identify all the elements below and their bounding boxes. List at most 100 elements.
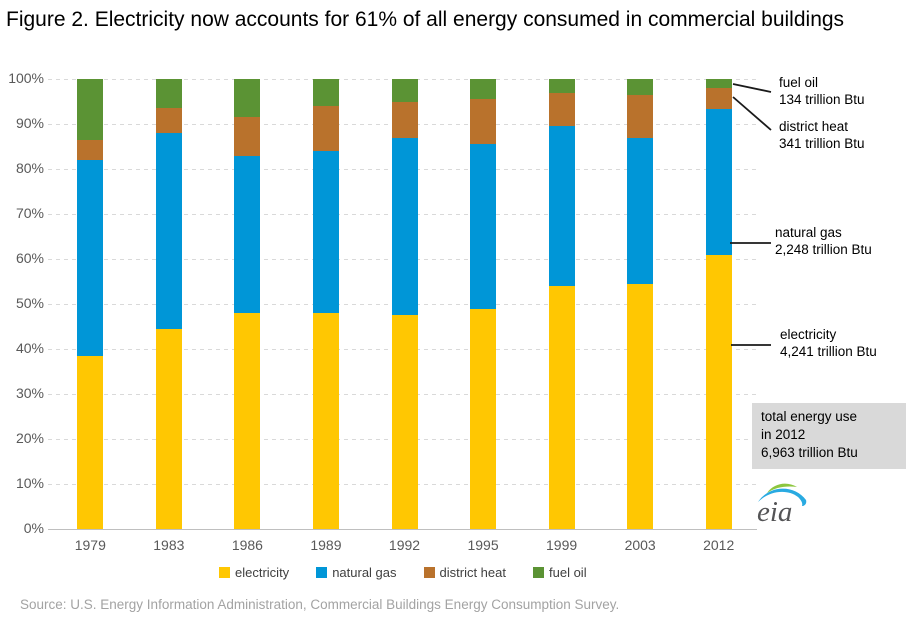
bar-segment-natural-gas-1989 xyxy=(312,151,339,313)
y-tick-label-70%: 70% xyxy=(15,205,44,221)
bar-segment-electricity-2003 xyxy=(627,283,654,529)
annotation-district-heat-value: 341 trillion Btu xyxy=(779,136,865,151)
x-tick-label-1992: 1992 xyxy=(388,537,421,553)
bar-segment-electricity-1986 xyxy=(234,313,261,529)
stacked-bar-1979 xyxy=(77,79,104,529)
annotation-electricity-label: electricity xyxy=(780,327,837,342)
y-tick-label-80%: 80% xyxy=(15,160,44,176)
bar-segment-electricity-2012 xyxy=(705,254,732,529)
annotation-district-heat-label: district heat xyxy=(779,119,849,134)
bar-segment-natural-gas-1983 xyxy=(155,133,182,329)
x-tick-label-1986: 1986 xyxy=(231,537,263,553)
annotation-electricity: electricity 4,241 trillion Btu xyxy=(780,326,877,360)
y-tick-label-30%: 30% xyxy=(15,385,44,401)
x-tick-label-1979: 1979 xyxy=(74,537,106,553)
legend-label-natural-gas: natural gas xyxy=(332,565,397,580)
bar-segment-district-heat-1995 xyxy=(470,99,497,145)
legend-item-natural-gas: natural gas xyxy=(316,565,397,580)
bar-segment-district-heat-1999 xyxy=(548,92,575,127)
bar-segment-fuel-oil-1989 xyxy=(312,79,339,106)
stacked-bar-1983 xyxy=(155,79,182,529)
bar-segment-electricity-1979 xyxy=(77,355,104,529)
y-tick-label-20%: 20% xyxy=(15,430,44,446)
note-line-2: in 2012 xyxy=(761,427,806,442)
y-tick-label-10%: 10% xyxy=(15,475,44,491)
bar-segment-natural-gas-1992 xyxy=(391,137,418,316)
bar-segment-fuel-oil-1979 xyxy=(77,79,104,140)
chart-legend: electricity natural gas district heat fuel … xyxy=(219,565,587,580)
annotation-fuel-oil-label: fuel oil xyxy=(779,75,819,90)
annotation-natural-gas: natural gas 2,248 trillion Btu xyxy=(775,224,872,258)
x-tick-label-1983: 1983 xyxy=(153,537,185,553)
x-tick-label-1999: 1999 xyxy=(546,537,578,553)
bar-segment-district-heat-2003 xyxy=(627,94,654,138)
bar-segment-district-heat-1992 xyxy=(391,101,418,138)
legend-item-electricity: electricity xyxy=(219,565,289,580)
legend-label-district-heat: district heat xyxy=(439,565,506,580)
bar-segment-district-heat-1986 xyxy=(234,117,261,156)
bar-segment-natural-gas-1995 xyxy=(470,144,497,309)
bar-segment-fuel-oil-1986 xyxy=(234,79,261,118)
legend-swatch-district-heat xyxy=(423,567,435,578)
bar-segment-fuel-oil-2012 xyxy=(705,79,732,88)
bar-segment-natural-gas-1986 xyxy=(234,155,261,313)
source-line: Source: U.S. Energy Information Administ… xyxy=(20,597,620,612)
stacked-bar-2003 xyxy=(627,79,654,529)
bar-segment-electricity-1989 xyxy=(312,313,339,529)
bar-segment-fuel-oil-1992 xyxy=(391,79,418,102)
bar-segment-district-heat-2012 xyxy=(705,87,732,110)
stacked-bar-1999 xyxy=(548,79,575,529)
bar-segment-electricity-1992 xyxy=(391,315,418,529)
bar-segment-district-heat-1983 xyxy=(155,108,182,133)
legend-label-fuel-oil: fuel oil xyxy=(549,565,587,580)
legend-item-district-heat: district heat xyxy=(423,565,506,580)
bar-segment-fuel-oil-1999 xyxy=(548,79,575,93)
y-tick-label-100%: 100% xyxy=(8,70,44,86)
eia-logo: eia xyxy=(757,483,807,527)
stacked-bar-2012 xyxy=(705,79,732,529)
annotation-fuel-oil: fuel oil 134 trillion Btu xyxy=(779,74,865,108)
y-tick-label-40%: 40% xyxy=(15,340,44,356)
annotation-district-heat: district heat 341 trillion Btu xyxy=(779,118,865,152)
bar-segment-electricity-1999 xyxy=(548,286,575,529)
stacked-bar-1995 xyxy=(470,79,497,529)
x-tick-label-1995: 1995 xyxy=(467,537,499,553)
bar-segment-natural-gas-1999 xyxy=(548,126,575,286)
eia-logo-text: eia xyxy=(757,496,792,527)
annotation-natural-gas-value: 2,248 trillion Btu xyxy=(775,242,872,257)
stacked-bar-1992 xyxy=(391,79,418,529)
bar-segment-natural-gas-1979 xyxy=(77,160,104,356)
note-line-1: total energy use xyxy=(761,409,858,424)
y-tick-label-60%: 60% xyxy=(15,250,44,266)
legend-label-electricity: electricity xyxy=(235,565,290,580)
eia-logo-green-swoosh xyxy=(767,483,797,493)
figure-title: Figure 2. Electricity now accounts for 6… xyxy=(6,8,845,31)
bar-segment-fuel-oil-1983 xyxy=(155,79,182,109)
bar-segment-natural-gas-2012 xyxy=(705,109,732,255)
note-line-3: 6,963 trillion Btu xyxy=(761,445,858,460)
bar-segment-fuel-oil-2003 xyxy=(627,79,654,95)
bar-segment-fuel-oil-1995 xyxy=(470,79,497,100)
annotation-fuel-oil-value: 134 trillion Btu xyxy=(779,92,865,107)
bar-segment-natural-gas-2003 xyxy=(627,137,654,284)
x-tick-label-2012: 2012 xyxy=(703,537,735,553)
y-tick-label-90%: 90% xyxy=(15,115,44,131)
annotation-natural-gas-label: natural gas xyxy=(775,225,842,240)
legend-item-fuel-oil: fuel oil xyxy=(533,565,587,580)
x-axis-line xyxy=(48,529,757,530)
y-tick-label-50%: 50% xyxy=(15,295,44,311)
plot-area xyxy=(48,79,757,530)
annotation-electricity-value: 4,241 trillion Btu xyxy=(780,344,877,359)
stacked-bar-1989 xyxy=(312,79,339,529)
legend-swatch-natural-gas xyxy=(316,567,328,578)
total-energy-note-box: total energy use in 2012 6,963 trillion … xyxy=(752,403,906,469)
legend-swatch-electricity xyxy=(219,567,230,578)
y-tick-label-0%: 0% xyxy=(23,520,44,536)
x-tick-label-1989: 1989 xyxy=(310,537,342,553)
x-tick-label-2003: 2003 xyxy=(624,537,656,553)
bar-segment-electricity-1995 xyxy=(470,308,497,529)
bar-segment-district-heat-1989 xyxy=(312,106,339,151)
legend-swatch-fuel-oil xyxy=(533,567,544,578)
stacked-bar-1986 xyxy=(234,79,261,529)
